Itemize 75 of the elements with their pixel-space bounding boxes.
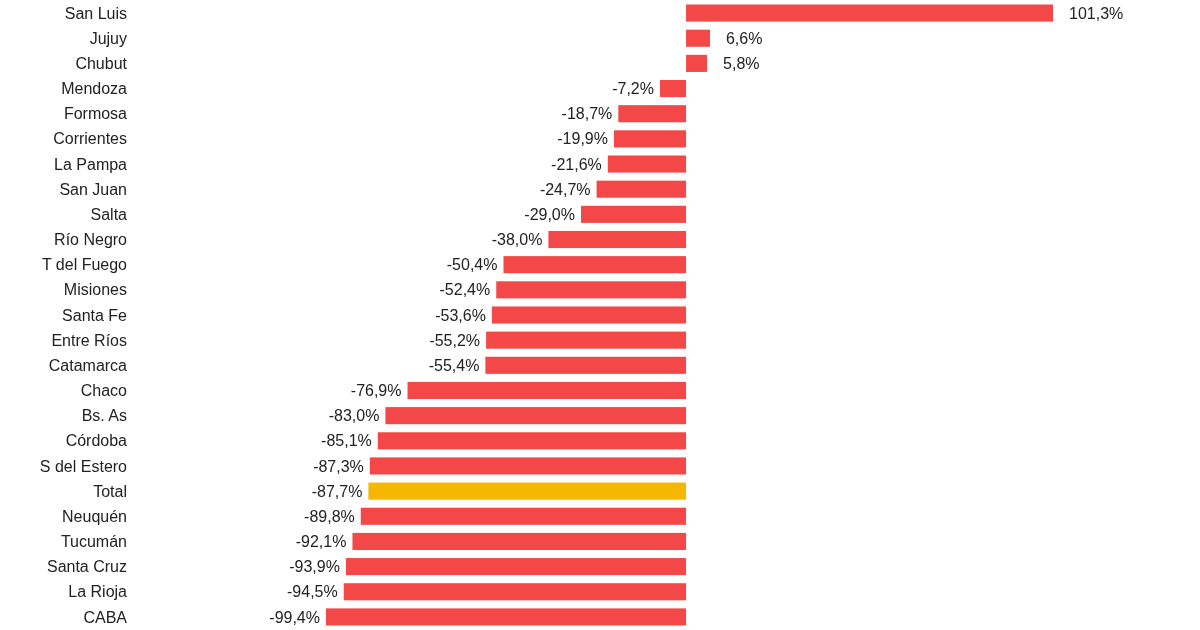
data-label: -87,3% — [313, 457, 364, 475]
y-tick-label: San Juan — [59, 180, 127, 198]
y-tick-label: La Pampa — [54, 155, 128, 173]
bar — [352, 532, 687, 550]
data-label: -55,2% — [429, 331, 481, 349]
data-label: -99,4% — [269, 608, 320, 626]
y-tick-label: Catamarca — [48, 356, 128, 374]
y-tick-label: S del Estero — [39, 457, 128, 475]
y-tick-label: La Rioja — [68, 583, 128, 601]
data-label: -52,4% — [439, 281, 491, 299]
y-tick-label: Río Negro — [54, 231, 128, 249]
data-label: -83,0% — [328, 407, 380, 425]
data-label: -76,9% — [350, 382, 402, 400]
data-label: -29,0% — [524, 205, 576, 223]
data-label: -55,4% — [428, 356, 480, 374]
y-tick-label: Formosa — [63, 105, 128, 123]
y-tick-label: CABA — [83, 608, 128, 626]
data-label: -38,0% — [491, 231, 543, 249]
y-tick-label: Jujuy — [89, 29, 127, 47]
bar — [369, 457, 687, 475]
data-label: -53,6% — [435, 306, 486, 324]
y-tick-label: Corrientes — [53, 130, 127, 148]
data-label: -19,9% — [557, 130, 608, 148]
bar — [491, 306, 687, 324]
data-label: -93,9% — [289, 558, 340, 576]
y-tick-label: Neuquén — [62, 507, 127, 525]
bar — [548, 230, 687, 249]
bar — [385, 407, 687, 425]
bar — [368, 482, 687, 500]
y-tick-label: T del Fuego — [41, 256, 128, 274]
bar — [596, 180, 687, 198]
bar — [686, 4, 1053, 22]
bar — [613, 130, 687, 148]
data-label: 5,8% — [723, 54, 760, 72]
data-label: 101,3% — [1069, 4, 1124, 22]
y-tick-label: Mendoza — [61, 80, 128, 98]
bar — [659, 80, 687, 98]
data-label: -21,6% — [551, 155, 602, 173]
data-label: -50,4% — [446, 256, 498, 274]
bar — [486, 331, 687, 349]
data-label: 6,6% — [725, 29, 763, 47]
bar — [345, 558, 687, 576]
data-label: -18,7% — [561, 105, 613, 123]
bar — [618, 105, 687, 123]
data-label: -87,7% — [311, 482, 363, 500]
y-tick-label: Santa Cruz — [46, 558, 127, 576]
bar — [581, 205, 687, 223]
y-tick-label: Chubut — [75, 54, 128, 72]
bar — [485, 356, 687, 374]
y-tick-label: Salta — [90, 205, 128, 223]
data-label: -94,5% — [287, 583, 338, 601]
data-label: -89,8% — [304, 507, 355, 525]
y-tick-label: Bs. As — [81, 407, 127, 425]
y-tick-label: Tucumán — [60, 533, 127, 551]
bar — [503, 256, 687, 274]
y-tick-label: Total — [93, 482, 127, 500]
bar — [607, 155, 687, 173]
y-tick-label: Córdoba — [65, 432, 128, 450]
data-label: -7,2% — [612, 80, 654, 98]
bar — [343, 583, 687, 601]
y-tick-label: Misiones — [63, 281, 127, 299]
y-tick-label: Chaco — [80, 382, 128, 400]
y-tick-label: San Luis — [64, 4, 127, 22]
data-label: -92,1% — [295, 533, 347, 551]
bar — [496, 281, 687, 299]
y-tick-label: Entre Ríos — [51, 331, 127, 349]
bar — [377, 432, 687, 450]
data-label: -24,7% — [539, 180, 591, 198]
bar — [686, 29, 710, 47]
data-label: -85,1% — [321, 432, 372, 450]
bar — [326, 608, 687, 626]
y-tick-label: Santa Fe — [62, 306, 128, 324]
bar — [407, 381, 687, 400]
bar — [686, 54, 708, 72]
bar — [360, 507, 687, 525]
